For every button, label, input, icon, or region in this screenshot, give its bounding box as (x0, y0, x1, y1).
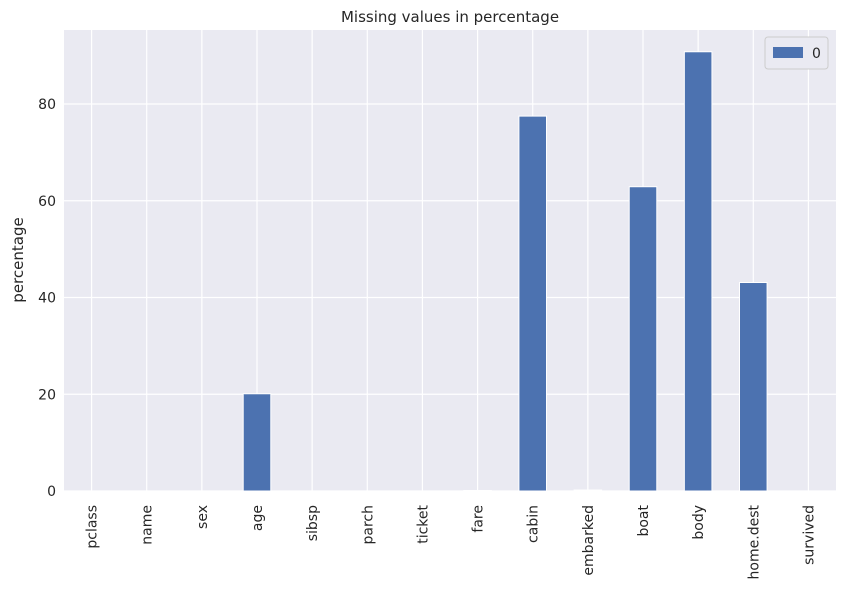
x-tick-label: boat (636, 505, 652, 537)
x-tick-label: age (250, 505, 266, 531)
x-tick-label: home.dest (746, 505, 762, 580)
bar-age (242, 393, 272, 492)
x-tick-label: parch (360, 505, 376, 544)
y-tick-label: 80 (38, 97, 56, 113)
bar-embarked (573, 489, 603, 492)
x-tick-label: survived (801, 505, 817, 565)
bar-boat (628, 186, 658, 492)
x-tick-label: cabin (526, 505, 542, 543)
bar-cabin (518, 115, 548, 492)
x-tick-label: pclass (85, 505, 101, 549)
x-tick-label: body (691, 505, 707, 540)
y-axis-ticks: 0 20 40 60 80 (38, 97, 56, 500)
y-axis-label: percentage (9, 217, 27, 302)
x-tick-label: sibsp (305, 505, 321, 541)
x-axis-ticks: pclass name sex age sibsp parch ticket fare cabi… (85, 504, 818, 579)
y-tick-label: 0 (47, 484, 56, 500)
legend-swatch (773, 47, 803, 58)
y-tick-label: 20 (38, 387, 56, 403)
x-tick-label: embarked (581, 505, 597, 576)
bar-body (683, 51, 713, 492)
legend: 0 (764, 36, 829, 70)
bars (242, 51, 768, 492)
x-tick-label: ticket (415, 504, 431, 543)
x-tick-label: sex (195, 505, 211, 529)
y-tick-label: 40 (38, 291, 56, 307)
legend-label: 0 (812, 46, 821, 62)
chart-title: Missing values in percentage (341, 8, 559, 26)
plot-area (64, 30, 836, 491)
x-tick-label: name (140, 505, 156, 545)
x-tick-label: fare (471, 505, 487, 533)
bar-home-dest (739, 282, 768, 492)
y-tick-label: 60 (38, 194, 56, 210)
